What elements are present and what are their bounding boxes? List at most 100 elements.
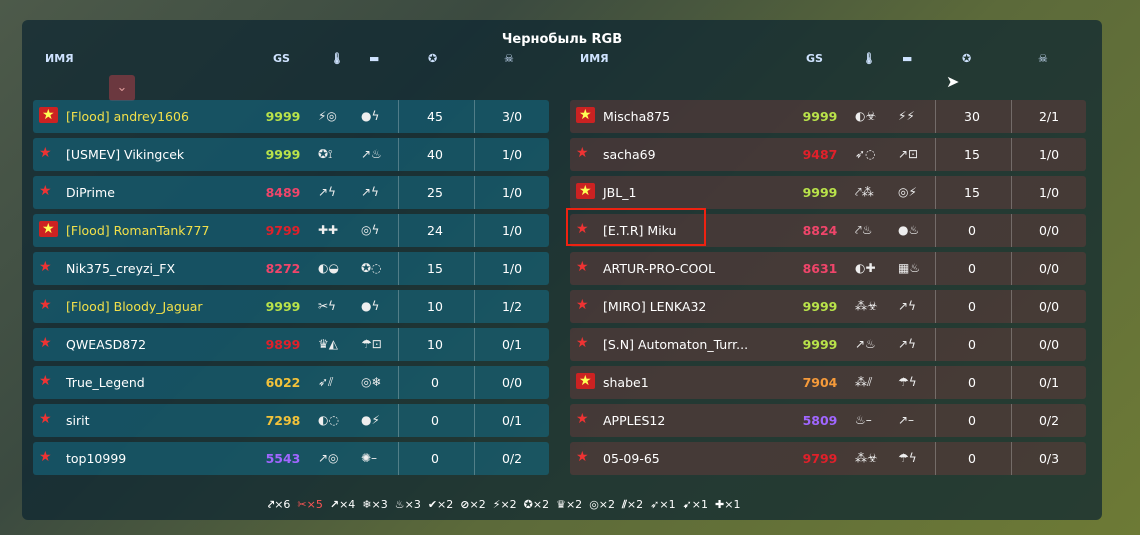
kills-deaths: 0/0 <box>1038 223 1060 238</box>
kills-deaths: 0/0 <box>1038 337 1060 352</box>
player-row[interactable]: ★ [MIRO] LENKA32 9999 ⁂☣ ↗ϟ 0 0/0 <box>570 290 1086 323</box>
equipment-icon: ↗ <box>329 498 340 511</box>
gear-score: 6022 <box>265 375 301 390</box>
star-icon: ✪ <box>428 52 438 65</box>
header-gs[interactable]: GS <box>273 52 290 65</box>
equipment-icon: ◎ <box>589 498 599 511</box>
rank-icon: ★ <box>39 373 52 389</box>
gear-score: 8272 <box>265 261 301 276</box>
score: 0 <box>968 299 976 314</box>
player-row[interactable]: ★ DiPrime 8489 ↗ϟ ↗ϟ 25 1/0 <box>33 176 549 209</box>
turret-augment-icon: ⚡◎ <box>318 109 337 123</box>
sort-toggle-button[interactable]: ⌄ <box>109 75 135 101</box>
player-row[interactable]: ★ top10999 5543 ↗◎ ✺– 0 0/2 <box>33 442 549 475</box>
equipment-count-value: ×2 <box>598 498 616 511</box>
equipment-icon: ⚡ <box>492 498 501 511</box>
turret-augment-icon: ◐☣ <box>855 109 877 123</box>
score: 15 <box>964 147 980 162</box>
turret-augment-icon: ✂ϟ <box>318 299 336 313</box>
player-name: True_Legend <box>66 375 145 390</box>
equipment-count: ➶×1 <box>650 498 675 511</box>
player-row[interactable]: ★ [Flood] Bloody_Jaguar 9999 ✂ϟ ●ϟ 10 1/… <box>33 290 549 323</box>
hull-augment-icon: ↗ϟ <box>898 299 916 313</box>
skull-icon: ☠ <box>504 52 514 65</box>
equipment-icon: ➹ <box>682 498 692 511</box>
player-name: sacha69 <box>603 147 656 162</box>
equipment-icon: ✚ <box>715 498 725 511</box>
hull-icon: ▬ <box>902 52 913 65</box>
gear-score: 9799 <box>802 451 838 466</box>
equipment-icon: ⤤ <box>268 498 275 511</box>
player-name: [S.N] Automaton_Turr... <box>603 337 749 352</box>
player-row[interactable]: ★ [Flood] andrey1606 9999 ⚡◎ ●ϟ 45 3/0 <box>33 100 549 133</box>
score: 30 <box>964 109 980 124</box>
score: 0 <box>431 413 439 428</box>
rank-icon: ★ <box>39 335 52 351</box>
equipment-count-value: ×2 <box>500 498 517 511</box>
turret-augment-icon: ↗◎ <box>318 451 339 465</box>
header-name-right[interactable]: ИМЯ <box>580 52 609 65</box>
turret-augment-icon: ⤤♨ <box>855 223 873 237</box>
equipment-icon: ♨ <box>394 498 405 511</box>
player-row[interactable]: ★ JBL_1 9999 ⤤⁂ ◎⚡ 15 1/0 <box>570 176 1086 209</box>
gear-score: 7298 <box>265 413 301 428</box>
header-name[interactable]: ИМЯ <box>45 52 74 65</box>
kills-deaths: 0/3 <box>1038 451 1060 466</box>
player-row[interactable]: ★ APPLES12 5809 ♨– ↗– 0 0/2 <box>570 404 1086 437</box>
equipment-count: ⊘×2 <box>460 498 485 511</box>
equipment-count: ❄×3 <box>362 498 387 511</box>
score: 15 <box>427 261 443 276</box>
kills-deaths: 1/2 <box>501 299 523 314</box>
player-name: APPLES12 <box>603 413 666 428</box>
rank-icon: ★ <box>39 145 52 161</box>
hull-augment-icon: ↗ϟ <box>898 337 916 351</box>
score: 0 <box>968 413 976 428</box>
equipment-count: ⚡×2 <box>493 498 517 511</box>
equipment-count-value: ×3 <box>404 498 421 511</box>
player-row[interactable]: ★ sacha69 9487 ➶◌ ↗⊡ 15 1/0 <box>570 138 1086 171</box>
player-row[interactable]: ★ [Flood] RomanTank777 9799 ✚✚ ◎ϟ 24 1/0 <box>33 214 549 247</box>
equipment-count: ♨×3 <box>395 498 421 511</box>
hull-augment-icon: ▦♨ <box>898 261 921 275</box>
gear-score: 9999 <box>265 299 301 314</box>
rank-icon: ★ <box>39 107 58 123</box>
score: 0 <box>968 451 976 466</box>
player-row[interactable]: ★ True_Legend 6022 ➶⫽ ◎❄ 0 0/0 <box>33 366 549 399</box>
player-row[interactable]: ★ sirit 7298 ◐◌ ●⚡ 0 0/1 <box>33 404 549 437</box>
rank-icon: ★ <box>576 183 595 199</box>
equipment-count-value: ×2 <box>626 498 644 511</box>
player-row[interactable]: ★ [USMEV] Vikingcek 9999 ✪⟟ ↗♨ 40 1/0 <box>33 138 549 171</box>
player-row[interactable]: ★ [S.N] Automaton_Turr... 9999 ↗♨ ↗ϟ 0 0… <box>570 328 1086 361</box>
turret-icon: 🌡 <box>862 52 876 65</box>
turret-augment-icon: ♨– <box>855 413 872 427</box>
equipment-count: ✔×2 <box>428 498 453 511</box>
equipment-icon: ♛ <box>556 498 566 511</box>
player-row[interactable]: ★ QWEASD872 9899 ♛◭ ☂⊡ 10 0/1 <box>33 328 549 361</box>
equipment-icon: ✂ <box>297 498 307 511</box>
rank-icon: ★ <box>576 335 589 351</box>
gear-score: 9999 <box>802 185 838 200</box>
turret-augment-icon: ➶◌ <box>855 147 876 161</box>
turret-icon: 🌡 <box>330 52 344 65</box>
player-row[interactable]: ★ ARTUR-PRO-COOL 8631 ◐✚ ▦♨ 0 0/0 <box>570 252 1086 285</box>
gear-score: 5809 <box>802 413 838 428</box>
kills-deaths: 0/2 <box>1038 413 1060 428</box>
turret-augment-icon: ↗ϟ <box>318 185 336 199</box>
player-row[interactable]: ★ 05-09-65 9799 ⁂☣ ☂ϟ 0 0/3 <box>570 442 1086 475</box>
header-gs-right[interactable]: GS <box>806 52 823 65</box>
player-row[interactable]: ★ Mischa875 9999 ◐☣ ⚡⚡ 30 2/1 <box>570 100 1086 133</box>
player-row[interactable]: ★ Nik375_creyzi_FX 8272 ◐◒ ✪◌ 15 1/0 <box>33 252 549 285</box>
equipment-icon: ✔ <box>427 498 438 511</box>
turret-augment-icon: ⤤⁂ <box>855 185 874 199</box>
player-row[interactable]: ★ shabe1 7904 ⁂⫽ ☂ϟ 0 0/1 <box>570 366 1086 399</box>
turret-augment-icon: ⁂☣ <box>855 451 878 465</box>
player-name: sirit <box>66 413 90 428</box>
player-name: [Flood] RomanTank777 <box>66 223 210 238</box>
player-name: Nik375_creyzi_FX <box>66 261 176 276</box>
gear-score: 9999 <box>802 299 838 314</box>
hull-augment-icon: ↗⊡ <box>898 147 919 161</box>
battle-title: Чернобыль RGB <box>501 32 623 47</box>
player-row[interactable]: ★ [E.T.R] Miku 8824 ⤤♨ ●♨ 0 0/0 <box>570 214 1086 247</box>
equipment-count: ✚×1 <box>715 498 740 511</box>
equipment-summary: ⤤×6 ✂×5 ↗×4 ❄×3 ♨×3 ✔×2 ⊘×2 ⚡×2 ✪×2 ♛×2 ◎×2 ⫽×2 ➶×1 ➹… <box>268 498 747 512</box>
